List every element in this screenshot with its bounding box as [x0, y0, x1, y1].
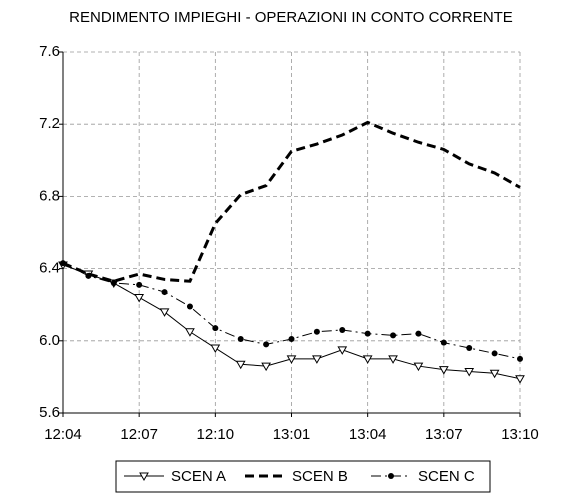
marker: [312, 355, 322, 364]
marker: [235, 360, 246, 370]
x-tick-label: 13:01: [273, 426, 311, 443]
y-tick-label: 6.4: [39, 260, 60, 277]
marker: [212, 325, 219, 332]
y-tick-label: 6.0: [39, 332, 60, 349]
marker: [134, 293, 145, 303]
marker: [186, 303, 193, 310]
marker: [313, 328, 320, 335]
marker: [161, 289, 168, 296]
legend-marker: [388, 473, 394, 479]
legend-label: SCEN C: [418, 468, 475, 485]
marker: [337, 346, 348, 355]
x-tick-label: 12:04: [44, 426, 82, 443]
x-tick-label: 12:10: [197, 426, 235, 443]
marker: [491, 350, 498, 357]
marker: [286, 355, 297, 364]
marker: [237, 335, 244, 342]
marker: [136, 281, 143, 288]
marker: [288, 335, 295, 342]
marker: [85, 272, 92, 279]
legend-label: SCEN B: [292, 468, 348, 485]
marker: [413, 362, 424, 372]
marker: [388, 355, 398, 364]
legend-marker: [139, 472, 149, 482]
marker: [364, 330, 371, 337]
x-tick-label: 12:07: [120, 426, 158, 443]
marker: [438, 366, 449, 375]
x-tick-label: 13:07: [425, 426, 463, 443]
marker: [415, 330, 422, 337]
legend-box: [115, 460, 491, 493]
marker: [517, 355, 523, 362]
y-tick-label: 7.6: [39, 43, 60, 60]
marker: [464, 367, 475, 377]
y-tick-label: 5.6: [39, 404, 60, 421]
x-tick-label: 13:04: [349, 426, 387, 443]
marker: [261, 362, 271, 372]
series-line: [62, 120, 521, 283]
marker: [263, 341, 270, 348]
marker: [515, 375, 525, 384]
x-tick-label: 13:10: [501, 426, 539, 443]
marker: [60, 260, 66, 267]
y-tick-label: 6.8: [39, 187, 60, 204]
legend-label: SCEN A: [171, 468, 226, 485]
marker: [339, 326, 346, 333]
marker: [159, 308, 170, 317]
marker: [390, 332, 397, 339]
marker: [489, 369, 500, 379]
y-tick-label: 7.2: [39, 115, 60, 132]
marker: [110, 280, 117, 287]
marker: [185, 328, 195, 337]
marker: [440, 339, 447, 346]
marker: [362, 355, 373, 364]
marker: [210, 344, 221, 354]
chart-title: RENDIMENTO IMPIEGHI - OPERAZIONI IN CONT…: [69, 9, 513, 26]
marker: [466, 345, 473, 352]
